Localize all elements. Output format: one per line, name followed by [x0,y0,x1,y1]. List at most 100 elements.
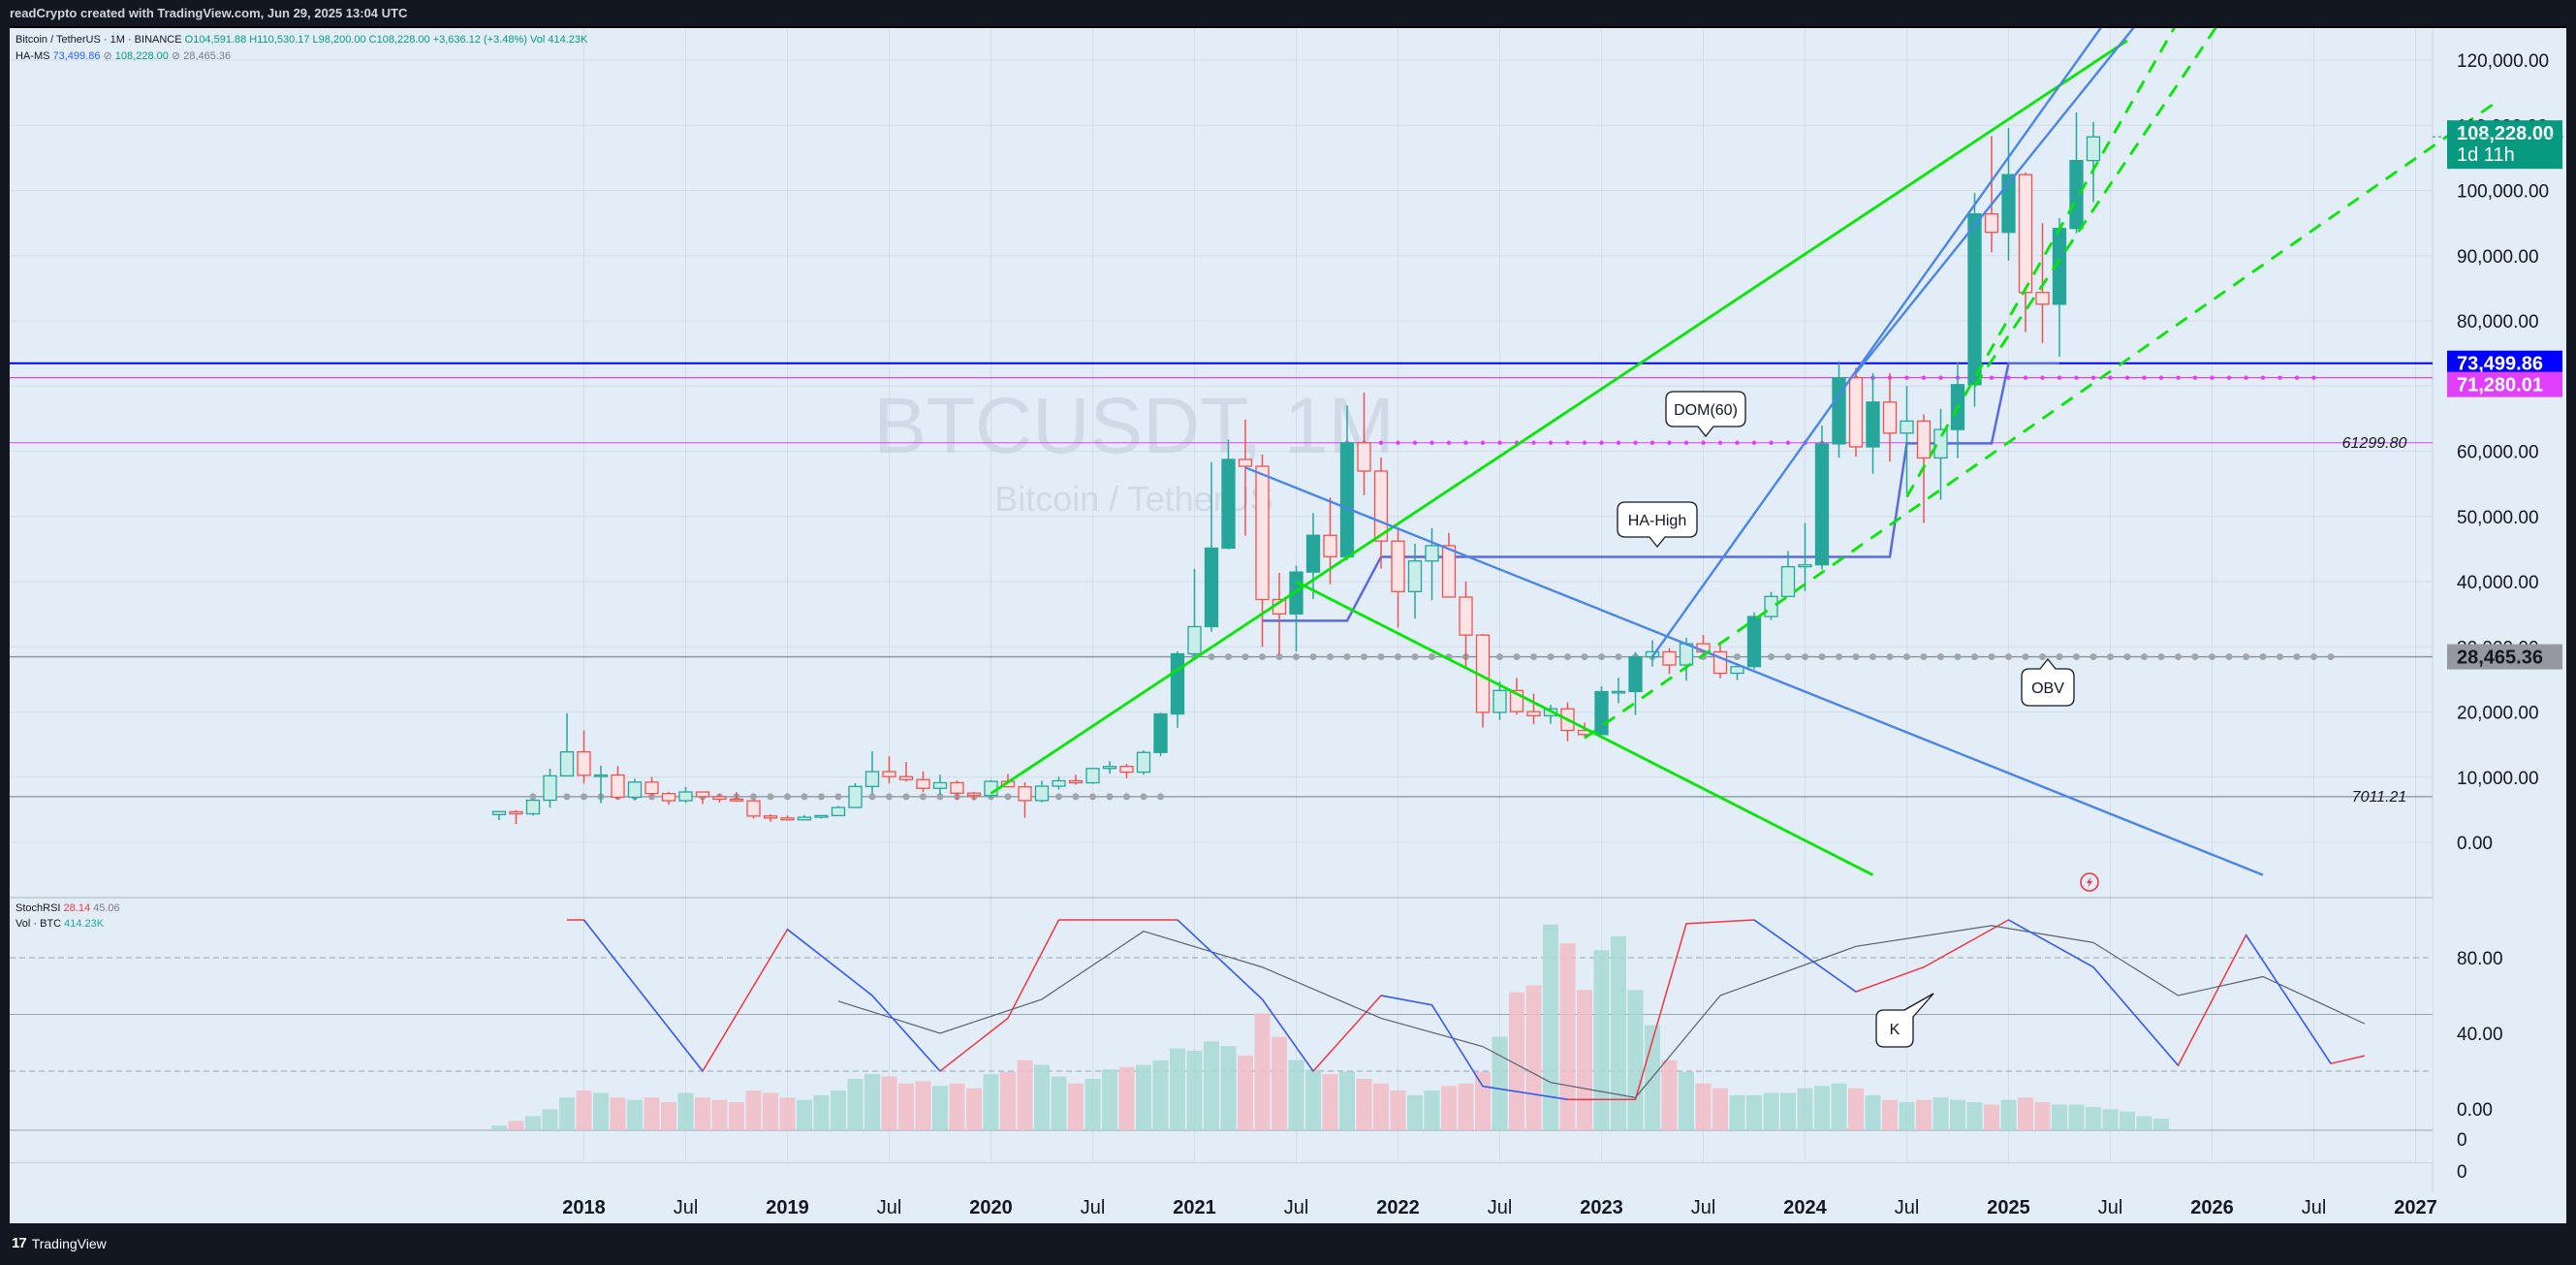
candle-body [1459,596,1473,636]
candle-body [831,806,846,817]
volume-bar [1136,1064,1151,1130]
candle-body [1034,785,1050,802]
level-dot [1361,653,1367,661]
candle-body [2086,136,2101,162]
volume-bar [1950,1099,1965,1130]
candle-body [491,810,507,815]
volume-bar [1916,1099,1932,1130]
candle-body [763,815,778,819]
candle [577,730,591,784]
dom-dot [1446,440,1452,445]
candle [1526,693,1541,725]
price-tick-label: 60,000.00 [2457,443,2539,463]
candle-body [611,774,625,799]
level-dot [1411,653,1419,661]
candle [627,778,643,801]
chart-frame[interactable]: BTCUSDT, 1M Bitcoin / TetherUS 61299.80 7… [10,26,2566,1225]
dom-dot [1989,375,1995,380]
candle [1068,775,1084,785]
level-dot [1869,653,1876,661]
time-tick-label: Jul [1488,1197,1513,1218]
last-price-badge-bg [2447,120,2562,170]
legend-symbol: Bitcoin / TetherUS · 1M · BINANCE [16,34,182,46]
candle-body [1441,545,1457,598]
main-legend: Bitcoin / TetherUS · 1M · BINANCE O104,5… [16,34,587,46]
dom-badge-text: 71,280.01 [2457,375,2543,396]
level-dot [1615,653,1622,661]
dom-dot [1751,440,1757,445]
volume-bar [1559,943,1576,1130]
level-dot [2225,653,2233,661]
volume-bar [847,1078,864,1130]
level-dot [834,793,842,801]
candle [1933,408,1948,500]
dom-dot [1378,440,1384,445]
chart-svg[interactable]: BTCUSDT, 1M Bitcoin / TetherUS 61299.807… [10,28,2566,1225]
candle-body [1526,711,1541,717]
candle [1984,136,1999,253]
candle [2086,121,2101,203]
dom-dot [1429,440,1434,445]
stochrsi-k: 28.14 [63,902,91,914]
stoch-tick-label: 0.00 [2457,1100,2493,1121]
stochrsi-d: 45.06 [93,902,120,914]
level-dot [1241,653,1249,661]
level-dot [1920,653,1928,661]
candle-body [1221,459,1236,550]
volume-bar [1780,1092,1796,1130]
candle [1170,650,1185,728]
stoch-k-falling [582,919,2332,1100]
obv-callout: OBV [2021,657,2075,707]
callouts: DOM(60) HA-High OBV K [1617,391,2075,1048]
volume-bar [1034,1064,1050,1130]
candle [695,791,710,805]
candle [1425,527,1439,601]
candle [1848,367,1864,457]
candle [848,782,863,808]
volume-bar [695,1097,710,1130]
volume-bar [1272,1036,1287,1130]
time-axis[interactable]: 2018 Jul 2019 Jul 2020 Jul 2021 Jul 2022 Jul 2023 J… [562,1197,2437,1218]
volume-bar [1966,1102,1983,1130]
dom-dot [2226,375,2232,380]
candle-body [543,775,557,802]
candle [966,791,982,801]
tradingview-brand[interactable]: 17 TradingView [12,1235,107,1251]
candle-body [1052,779,1066,787]
candle [916,771,930,793]
level-dot [1802,653,1808,661]
candle [1832,361,1846,459]
dom-dot [1921,375,1927,380]
candle-body [1102,766,1117,770]
dom-badge: 71,280.01 [2447,371,2562,397]
candle [661,791,676,806]
level-dot [2327,653,2335,661]
level-dot [529,793,537,801]
volume-bar [1390,1091,1406,1130]
volume-bar [1458,1083,1474,1130]
level-dot [1954,653,1962,661]
price-axis[interactable]: 120,000.00110,000.00100,000.0090,000.008… [2457,51,2549,1183]
candle [984,779,998,798]
dom-dot [1649,440,1655,445]
candle-body [797,816,812,821]
watermark-ticker: BTCUSDT, 1M [873,382,1395,470]
candle [1492,681,1507,720]
dom-callout-text: DOM(60) [1674,402,1738,419]
volume-bar [831,1091,846,1130]
dom-dot [2210,375,2215,380]
volume-bar [1525,985,1542,1130]
dom-dot [1480,440,1486,445]
candle-body [1305,534,1321,573]
candle-body [627,781,643,799]
level-dot [1004,793,1012,801]
candle [932,775,948,795]
candle-body [1119,766,1134,774]
candle [1357,392,1371,495]
flash-icon[interactable] [2080,872,2099,892]
candle-body [1848,376,1864,448]
candle-body [1916,420,1932,459]
candle [2052,218,2067,357]
level-dot [1208,653,1215,661]
top-bar: readCrypto created with TradingView.com,… [0,0,2576,26]
